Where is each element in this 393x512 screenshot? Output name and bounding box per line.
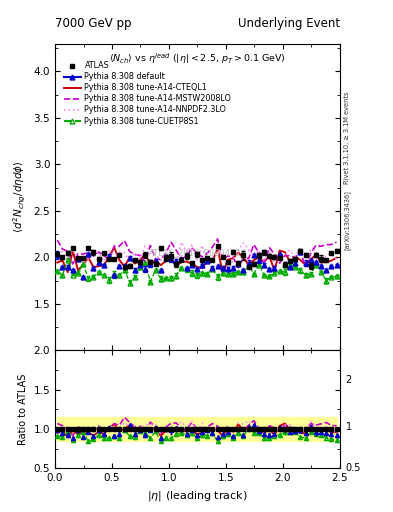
Legend: ATLAS, Pythia 8.308 default, Pythia 8.308 tune-A14-CTEQL1, Pythia 8.308 tune-A14: ATLAS, Pythia 8.308 default, Pythia 8.30… — [62, 60, 233, 127]
X-axis label: $|\eta|$ (leading track): $|\eta|$ (leading track) — [147, 489, 248, 503]
Y-axis label: Ratio to ATLAS: Ratio to ATLAS — [18, 374, 28, 445]
Text: Underlying Event: Underlying Event — [238, 17, 340, 30]
Text: 1: 1 — [346, 422, 352, 432]
Text: ATLAS_2010_S8894728: ATLAS_2010_S8894728 — [149, 248, 246, 257]
Text: $\langle N_{ch}\rangle$ vs $\eta^{lead}$ ($|\eta| < 2.5$, $p_T > 0.1$ GeV): $\langle N_{ch}\rangle$ vs $\eta^{lead}$… — [109, 51, 286, 66]
Text: 7000 GeV pp: 7000 GeV pp — [55, 17, 132, 30]
Text: 0.5: 0.5 — [346, 463, 361, 474]
Text: [arXiv:1306.3436]: [arXiv:1306.3436] — [343, 190, 350, 250]
Text: 2: 2 — [346, 375, 352, 385]
Text: Rivet 3.1.10, ≥ 3.1M events: Rivet 3.1.10, ≥ 3.1M events — [343, 92, 350, 184]
Y-axis label: $\langle d^2 N_{chg}/d\eta d\phi\rangle$: $\langle d^2 N_{chg}/d\eta d\phi\rangle$ — [12, 161, 28, 233]
